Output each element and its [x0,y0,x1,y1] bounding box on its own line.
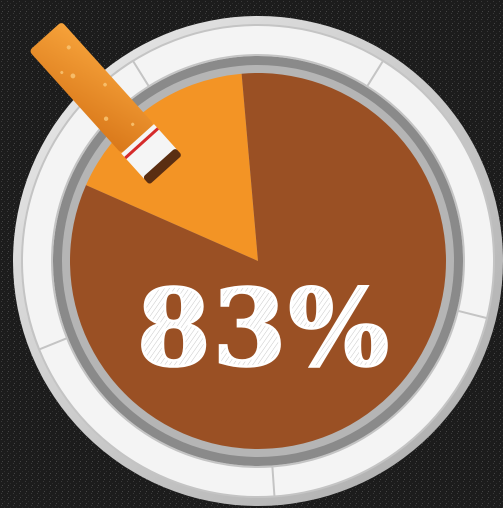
cigarette-icon [30,23,181,184]
pie-slice-small [85,73,258,261]
cigarette-paper [121,124,177,179]
ashtray-pads [21,24,495,498]
cigarette-ash-tip [143,149,181,184]
pie-chart [70,72,446,449]
pie-data-label: 83% [137,265,391,390]
ashtray-pad-5 [21,59,151,351]
cigarette-band [124,127,159,160]
cigarette-filter [30,23,153,152]
pie-slice-large [70,72,446,449]
